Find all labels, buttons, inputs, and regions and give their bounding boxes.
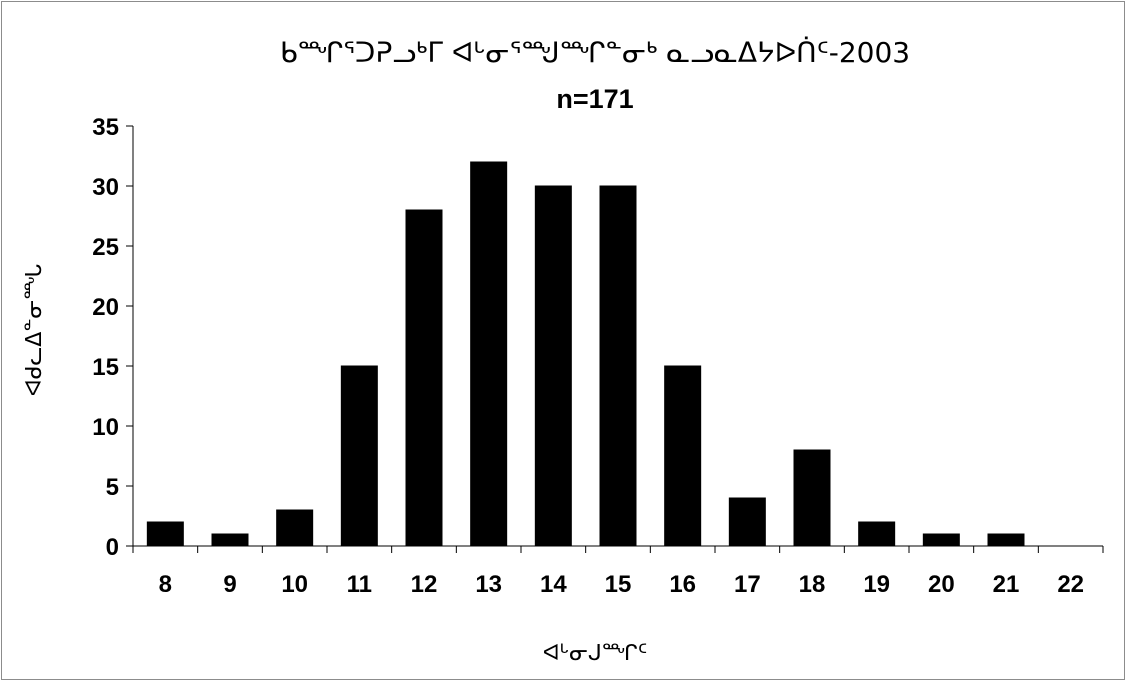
x-tick-label: 16: [669, 571, 696, 598]
x-tick-label: 14: [540, 571, 567, 598]
bar: [405, 209, 443, 547]
x-tick-label: 18: [799, 571, 826, 598]
bar: [470, 161, 508, 547]
x-tick-label: 21: [993, 571, 1020, 598]
x-tick-label: 20: [928, 571, 955, 598]
bar: [211, 533, 249, 547]
bar: [599, 185, 637, 547]
y-axis-label: ᐊᑯᓚᐃᓐᓂᙵ: [22, 264, 47, 396]
chart-title: ᑲᙱᕐᑐᕈᓗᒃᒥ ᐊᒡᓂᕐᙳᙱᓐᓂᒃ ᓇᓗᓇᐃᔭᐅᑏᑦ-2003: [280, 36, 910, 69]
bar: [987, 533, 1025, 547]
x-tick-label: 10: [281, 571, 308, 598]
x-tick-label: 12: [411, 571, 438, 598]
x-tick-label: 8: [159, 571, 172, 598]
x-tick-label: 15: [605, 571, 632, 598]
bar: [793, 449, 831, 547]
bar: [664, 365, 702, 547]
y-tick-label: 5: [106, 474, 119, 501]
y-tick-label: 10: [92, 414, 119, 441]
y-tick-label: 30: [92, 174, 119, 201]
bar: [146, 521, 184, 547]
bar: [922, 533, 960, 547]
y-tick-label: 0: [106, 534, 119, 561]
x-tick-label: 9: [223, 571, 236, 598]
y-tick-label: 25: [92, 234, 119, 261]
bar: [728, 497, 766, 547]
chart-subtitle: n=171: [556, 84, 633, 114]
y-tick-label: 15: [92, 354, 119, 381]
x-tick-label: 17: [734, 571, 761, 598]
x-tick-label: 22: [1057, 571, 1084, 598]
plot-area: 0 5 10 15 20 25 30 35 8 9 10 11 12 13 14 15 16 17 18 19 20 21…: [92, 114, 1104, 598]
bar: [858, 521, 896, 547]
bar: [534, 185, 572, 547]
x-axis-label: ᐊᒡᓂᒍᙱᑦ: [543, 641, 648, 666]
bar: [340, 365, 378, 547]
x-tick-label: 13: [475, 571, 502, 598]
y-tick-label: 20: [92, 294, 119, 321]
bar: [276, 509, 314, 547]
x-tick-label: 19: [863, 571, 890, 598]
x-tick-label: 11: [347, 571, 372, 598]
y-tick-label: 35: [92, 114, 119, 141]
